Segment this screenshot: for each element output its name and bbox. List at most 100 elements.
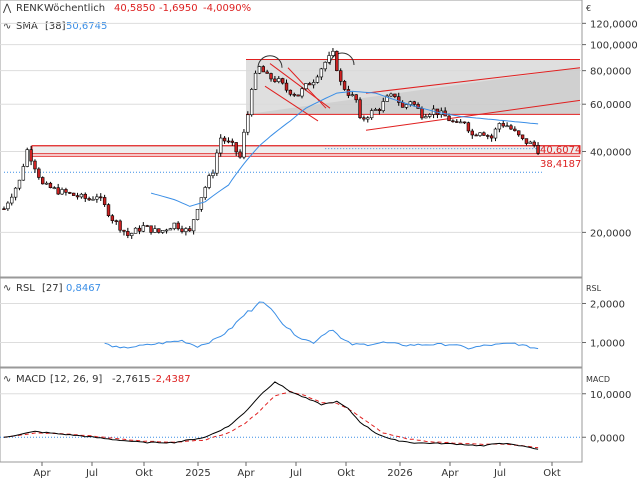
candle-body [172,222,176,229]
candle-body [160,230,165,233]
candle-body [126,231,130,236]
candle-body [10,196,14,204]
candle-body [427,114,432,117]
candle-body [265,71,269,74]
symbol-label: RENK [16,3,44,14]
candle-body [87,198,91,201]
candle-body [145,225,149,227]
candle-body [261,66,265,73]
x-axis: Apr Jul Okt 2025 Apr Jul Okt 2026 Apr Jul Okt [33,462,561,479]
candle-body [389,93,393,97]
candle-body [288,89,293,95]
candle-body [327,55,331,63]
price-tick-label: 80,0000 [590,67,631,78]
candle-body [203,187,207,198]
x-tick-label: Apr [33,468,51,479]
last-price: 40,5850 [114,3,155,14]
candle-body [346,89,351,96]
x-tick-label: Jul [289,468,302,479]
candle-body [149,225,153,233]
candle-body [207,175,211,188]
candle-body [292,93,296,96]
candle-body [385,95,389,102]
candle-body [40,177,45,185]
candle-body [451,120,455,123]
macd-axis-title: MACD [586,375,610,384]
rsl-line [104,301,539,350]
candle-body [524,138,529,144]
sma-line [150,90,539,207]
macd-wave-icon: ∿ [3,374,11,385]
candle-body [211,172,215,176]
candle-body [520,134,525,139]
candle-body [269,73,273,80]
x-tick-label: Jul [85,468,98,479]
x-tick-label: Jul [493,468,506,479]
candle-body [308,83,312,86]
candle-body [29,149,33,162]
candle-body [369,110,374,119]
candle-body [304,83,308,90]
double-top-arc-1 [257,55,283,68]
rsl-value: 0,8467 [66,283,101,294]
candle-body [300,88,304,97]
candle-body [489,135,494,139]
candle-body [141,225,146,232]
candle-body [447,115,451,122]
candle-body [56,187,60,195]
price-legend: ⋀ RENK Wöchentlich 40,5850 -1,6950 -4,00… [2,3,251,32]
candle-body [226,140,231,143]
rising-wedge-fill [246,67,580,115]
candle-body [130,233,134,236]
candle-body [64,189,68,193]
candle-body [44,182,49,185]
macd-plot: 0,0000 10,0000 [0,381,631,450]
macd-signal-value: -2,4387 [152,374,191,385]
candle-body [273,78,277,82]
candle-body [246,114,250,133]
collapse-icon[interactable]: ⋀ [2,3,12,14]
candle-body [397,96,401,103]
candle-body [75,195,80,198]
price-panel [0,0,583,278]
currency-label: € [586,4,591,13]
candle-body [466,122,471,132]
macd-tick-label: 0,0000 [590,433,625,444]
candle-body [95,196,99,200]
candle-body [79,193,84,198]
macd-panel [0,367,583,463]
candle-body [474,134,478,137]
candle-body [99,196,103,199]
candle-body [17,179,22,189]
price-change-pct: -4,0090% [203,3,251,14]
rsl-period: [27] [42,283,63,294]
level-label: 40,6074 [540,145,581,156]
candle-body [33,160,37,170]
candle-body [242,131,246,158]
candle-body [505,125,509,128]
macd-period: [12, 26, 9] [50,374,102,385]
candle-body [114,220,118,222]
rsl-axis-title: RSL [586,284,602,293]
candle-body [478,132,482,136]
candle-body [513,128,517,132]
macd-legend: ∿ MACD [12, 26, 9] -2,7615 -2,4387 MACD [3,374,610,385]
x-tick-label: Okt [135,468,153,479]
macd-tick-label: 10,0000 [590,390,631,401]
rsl-wave-icon: ∿ [3,283,11,294]
candle-body [257,66,262,74]
candle-body [501,123,505,127]
candle-body [412,101,416,105]
candle-body [517,130,521,136]
sma-wave-icon: ∿ [3,21,11,32]
sma-period: [38] [45,21,66,32]
candle-body [184,228,188,232]
sma-label: SMA [16,21,38,32]
candle-body [110,215,115,221]
price-tick-label: 40,0000 [590,148,631,159]
candle-body [358,99,362,119]
candle-body [133,227,138,234]
candle-body [323,61,327,70]
price-plot: 20,0000 40,0000 60,0000 80,0000 100,0000 120,… [0,19,638,239]
level-label: 38,4187 [540,159,581,170]
